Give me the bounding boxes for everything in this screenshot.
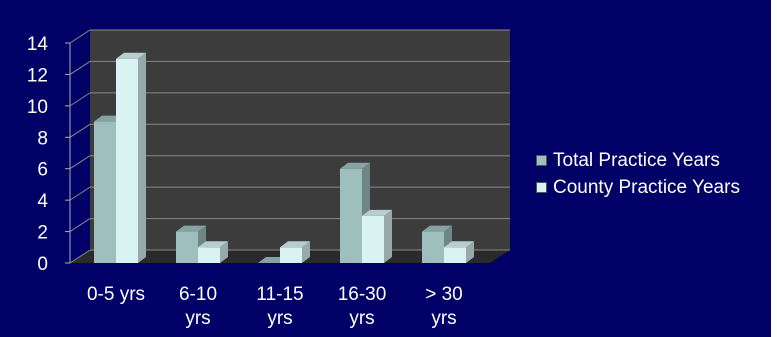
y-tick-label: 6: [37, 160, 48, 181]
bar-county-4: [444, 241, 474, 263]
y-tick-label: 10: [27, 97, 48, 118]
x-category-label: yrs: [185, 308, 210, 329]
x-category-label: yrs: [431, 308, 456, 329]
gridline-depth: [69, 186, 91, 201]
y-tick-label: 2: [37, 223, 48, 244]
y-axis-ticks: 0 2 4 6 8 10 12 14: [27, 34, 70, 275]
bars: [94, 52, 474, 263]
plot-back-wall: [90, 30, 510, 250]
bar-county-0: [116, 52, 146, 263]
bar-county-1: [198, 241, 228, 263]
y-tick-label: 12: [27, 65, 48, 86]
bar-county-2: [280, 241, 310, 263]
legend-item-county: County Practice Years: [536, 174, 740, 201]
y-tick-label: 8: [37, 128, 48, 149]
x-category-label: 6-10: [179, 284, 217, 305]
y-tick-label: 0: [37, 254, 48, 275]
legend-item-total: Total Practice Years: [536, 147, 740, 174]
legend-label-total: Total Practice Years: [553, 150, 720, 171]
gridlines: [69, 29, 510, 264]
gridline-depth: [69, 92, 91, 107]
x-category-label: yrs: [267, 308, 292, 329]
gridline-depth: [69, 218, 91, 232]
x-axis-labels: 0-5 yrs 6-10 yrs 11-15 yrs 16-30 yrs > 30 yrs: [87, 284, 463, 329]
x-category-label: yrs: [349, 308, 374, 329]
legend-swatch-county: [536, 182, 547, 193]
legend: Total Practice Years County Practice Yea…: [536, 147, 740, 201]
x-category-label: 0-5 yrs: [87, 284, 145, 305]
y-tick-label: 4: [37, 191, 48, 212]
gridline-depth: [69, 249, 91, 264]
x-category-label: 16-30: [338, 284, 387, 305]
x-category-label: 11-15: [256, 284, 303, 305]
y-tick-label: 14: [27, 34, 49, 55]
bar-county-3: [362, 209, 392, 263]
x-category-label: > 30: [425, 284, 463, 305]
legend-swatch-total: [536, 155, 547, 166]
legend-label-county: County Practice Years: [553, 177, 740, 198]
gridline-depth: [69, 155, 91, 170]
gridline-depth: [69, 123, 91, 138]
gridline-depth: [69, 29, 91, 44]
gridline-depth: [69, 61, 91, 75]
